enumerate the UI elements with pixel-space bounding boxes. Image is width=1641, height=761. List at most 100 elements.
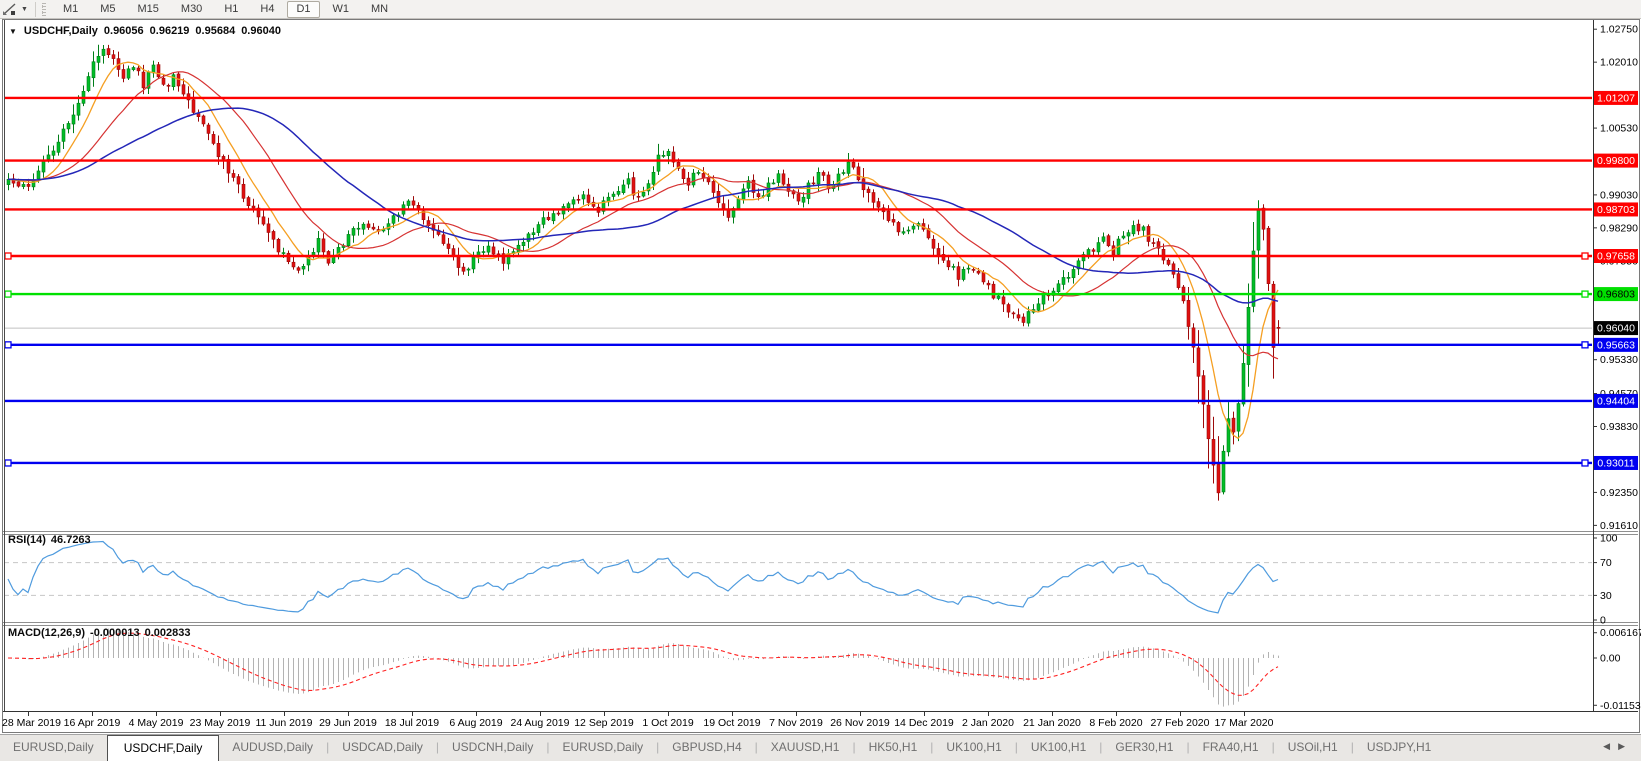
tab-divider: | <box>546 740 550 754</box>
tab-uk100-h1[interactable]: UK100,H1 <box>946 740 1002 754</box>
date-label: 29 Jun 2019 <box>319 717 377 729</box>
date-label: 4 May 2019 <box>129 717 184 729</box>
rsi-pane[interactable] <box>4 540 1592 614</box>
rsi-tick-label: 0 <box>1600 615 1606 627</box>
tab-usdcnh-daily[interactable]: USDCNH,Daily <box>452 740 534 754</box>
rsi-tick-label: 70 <box>1600 557 1612 569</box>
tab-divider: | <box>326 740 330 754</box>
date-label: 16 Apr 2019 <box>64 717 121 729</box>
tab-scroll-right-icon[interactable]: ▶ <box>1618 741 1633 751</box>
macd-tick-label: 0.00 <box>1600 653 1621 665</box>
hline-price-label-box <box>1594 249 1638 263</box>
hline-price-label: 1.01207 <box>1597 92 1635 104</box>
toolbar-grip-handle[interactable] <box>41 2 46 16</box>
date-label: 11 Jun 2019 <box>255 717 312 729</box>
rsi-name: RSI(14) <box>8 534 46 546</box>
hline-handle[interactable] <box>1581 252 1589 260</box>
tab-divider: | <box>754 740 758 754</box>
chart-window: 1.027501.020101.005300.990300.982900.975… <box>0 19 1641 734</box>
chart-window-frame <box>2 19 1640 733</box>
hline-handle[interactable] <box>4 459 12 467</box>
timeframe-button-M15[interactable]: M15 <box>137 2 159 15</box>
tab-divider: | <box>1271 740 1275 754</box>
hline-price-label: 0.94404 <box>1597 395 1635 407</box>
macd-pane[interactable] <box>7 628 1279 707</box>
timeframe-button-H4[interactable]: H4 <box>260 2 275 15</box>
tool-dropdown-caret-icon[interactable]: ▼ <box>21 5 28 13</box>
timeframe-button-MN[interactable]: MN <box>371 2 389 15</box>
tab-audusd-daily[interactable]: AUDUSD,Daily <box>232 740 314 754</box>
date-label: 27 Feb 2020 <box>1151 717 1210 729</box>
price-axis-labels[interactable]: 1.027501.020101.005300.990300.982900.975… <box>1593 24 1641 712</box>
hline-price-label-box <box>1594 337 1638 352</box>
chart-title-line: ▼ USDCHF,Daily 0.96056 0.96219 0.95684 0.9604… <box>9 25 287 37</box>
rsi-tick-label: 100 <box>1600 533 1618 545</box>
ohlc-low: 0.95684 <box>195 25 236 37</box>
tab-usdchf-daily[interactable]: USDCHF,Daily <box>106 735 220 761</box>
tab-gbpusd-h4[interactable]: GBPUSD,H4 <box>672 740 742 754</box>
price-tick-label: 0.91610 <box>1600 520 1638 532</box>
date-label: 17 Mar 2020 <box>1215 717 1274 729</box>
chart-canvas[interactable]: 1.027501.020101.005300.990300.982900.975… <box>0 19 1641 734</box>
hline-handle[interactable] <box>1581 290 1589 298</box>
hline-price-label-box <box>1594 455 1638 470</box>
date-label: 12 Sep 2019 <box>574 717 634 729</box>
tab-usdjpy-h1[interactable]: USDJPY,H1 <box>1366 740 1432 754</box>
current-price-label: 0.96040 <box>1597 323 1635 335</box>
tab-ger30-h1[interactable]: GER30,H1 <box>1115 740 1174 754</box>
tab-divider: | <box>1186 740 1190 754</box>
tab-divider: | <box>930 740 934 754</box>
macd-main-value: -0.000013 <box>90 627 140 639</box>
rsi-line <box>7 540 1279 614</box>
tab-eurusd-daily[interactable]: EURUSD,Daily <box>562 740 644 754</box>
tab-scroll-left-icon[interactable]: ◀ <box>1603 741 1619 751</box>
tab-xauusd-h1[interactable]: XAUUSD,H1 <box>770 740 840 754</box>
macd-tick-label: 0.006167 <box>1600 627 1641 639</box>
current-price-label-box <box>1594 321 1638 336</box>
tab-usdcad-daily[interactable]: USDCAD,Daily <box>342 740 423 754</box>
timeframe-button-D1[interactable]: D1 <box>287 0 320 18</box>
price-tick-label: 1.02010 <box>1600 57 1638 69</box>
timeframe-button-M1[interactable]: M1 <box>62 2 79 15</box>
hline-handle[interactable] <box>4 341 12 349</box>
macd-signal-value: 0.002833 <box>144 627 191 639</box>
tab-divider: | <box>1014 740 1018 754</box>
chart-tab-bar: EURUSD,Daily USDCHF,Daily AUDUSD,Daily | USD… <box>0 734 1641 761</box>
chart-menu-caret-icon[interactable]: ▼ <box>9 27 17 36</box>
date-label: 8 Feb 2020 <box>1089 717 1142 729</box>
hline-handle[interactable] <box>4 290 12 298</box>
date-label: 24 Aug 2019 <box>511 717 570 729</box>
timeframe-button-M5[interactable]: M5 <box>100 2 116 15</box>
hline-price-label-box <box>1594 393 1638 408</box>
hline-price-label-box <box>1594 153 1638 168</box>
hline-price-label: 0.99800 <box>1597 155 1635 167</box>
tab-scroll-arrows: ◀▶ <box>1603 741 1633 752</box>
tab-divider: | <box>656 740 660 754</box>
timeframe-button-M30[interactable]: M30 <box>180 2 203 15</box>
horizontal-line-objects[interactable] <box>4 96 1592 467</box>
tab-usoil-h1[interactable]: USOil,H1 <box>1287 740 1338 754</box>
tab-eurusd-daily[interactable]: EURUSD,Daily <box>13 740 94 754</box>
tab-uk100-h1[interactable]: UK100,H1 <box>1030 740 1087 754</box>
date-label: 2 Jan 2020 <box>962 717 1014 729</box>
moving-average-20 <box>7 71 1279 360</box>
ohlc-high: 0.96219 <box>149 25 190 37</box>
macd-histogram <box>13 628 1279 707</box>
tab-hk50-h1[interactable]: HK50,H1 <box>868 740 918 754</box>
hline-handle[interactable] <box>1581 341 1589 349</box>
hline-price-label: 0.96803 <box>1597 289 1635 301</box>
line-draw-cursor-icon[interactable] <box>2 2 20 17</box>
date-label: 21 Jan 2020 <box>1023 717 1081 729</box>
time-axis-labels[interactable]: 28 Mar 2019 16 Apr 2019 4 May 2019 23 May 2… <box>2 712 1274 729</box>
date-label: 19 Oct 2019 <box>703 717 760 729</box>
tab-fra40-h1[interactable]: FRA40,H1 <box>1202 740 1259 754</box>
date-label: 28 Mar 2019 <box>2 717 61 729</box>
timeframe-button-H1[interactable]: H1 <box>224 2 239 15</box>
rsi-indicator-label: RSI(14) 46.7263 <box>8 534 96 546</box>
hline-handle[interactable] <box>4 252 12 260</box>
hline-handle[interactable] <box>1581 459 1589 467</box>
hline-price-label: 0.93011 <box>1597 457 1634 469</box>
timeframe-button-W1[interactable]: W1 <box>332 2 350 15</box>
hline-price-label: 0.95663 <box>1597 339 1635 351</box>
